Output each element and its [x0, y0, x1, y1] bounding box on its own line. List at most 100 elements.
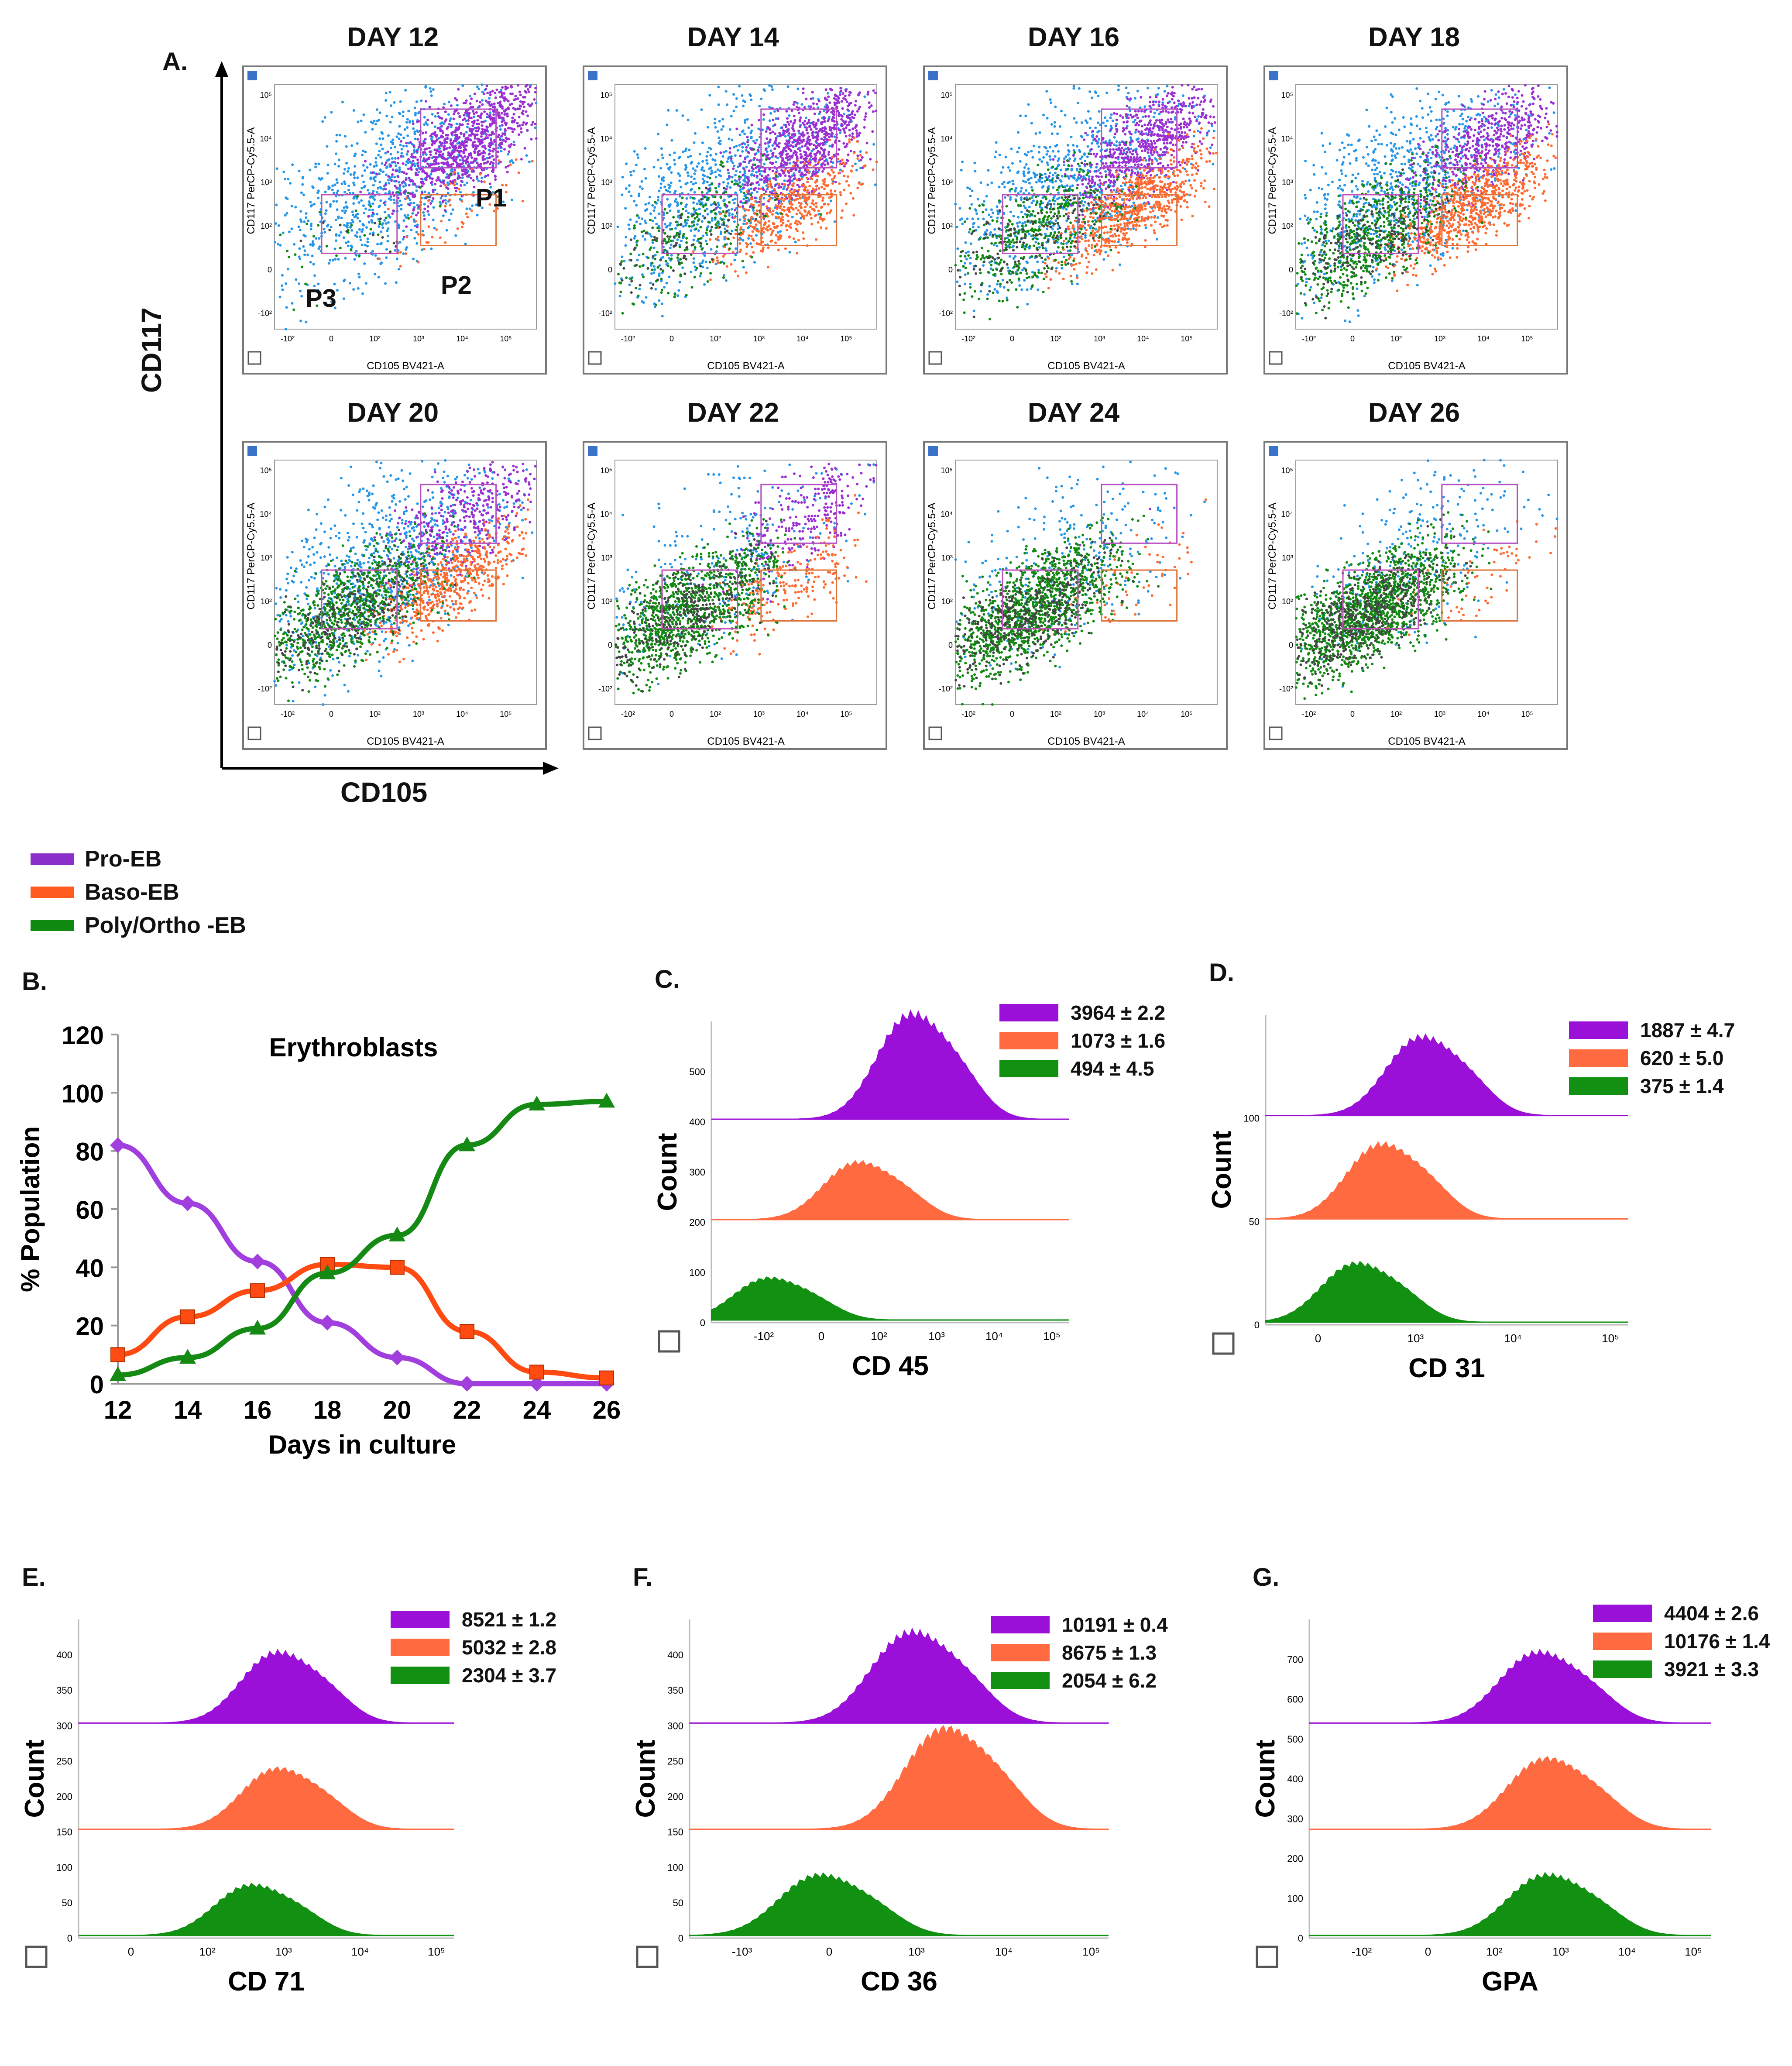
- event-dot: [848, 121, 851, 124]
- event-dot: [524, 90, 526, 93]
- event-dot: [839, 193, 842, 196]
- event-dot: [683, 272, 687, 275]
- event-dot: [405, 178, 408, 181]
- event-dot: [831, 135, 834, 138]
- event-dot: [357, 254, 360, 258]
- event-dot: [830, 209, 832, 212]
- event-dot: [803, 123, 806, 126]
- event-dot: [634, 235, 637, 238]
- event-dot: [775, 161, 777, 164]
- event-dot: [762, 88, 766, 91]
- event-dot: [755, 171, 758, 174]
- event-dot: [764, 148, 767, 151]
- event-dot: [738, 178, 741, 181]
- event-dot: [1054, 105, 1057, 108]
- event-dot: [850, 138, 853, 141]
- event-dot: [702, 182, 705, 185]
- event-dot: [827, 153, 830, 156]
- event-dot: [778, 142, 781, 145]
- event-dot: [666, 211, 669, 214]
- event-dot: [525, 121, 528, 124]
- event-dot: [1140, 125, 1143, 127]
- event-dot: [1155, 159, 1158, 162]
- event-dot: [426, 118, 429, 121]
- event-dot: [731, 161, 734, 164]
- event-dot: [987, 169, 990, 172]
- event-dot: [492, 132, 495, 135]
- event-dot: [693, 234, 696, 237]
- event-dot: [385, 256, 388, 259]
- event-dot: [449, 139, 452, 142]
- event-dot: [662, 245, 665, 248]
- event-dot: [652, 283, 655, 286]
- event-dot: [755, 209, 759, 212]
- event-dot: [511, 117, 514, 120]
- event-dot: [717, 141, 720, 144]
- event-dot: [833, 220, 836, 223]
- event-dot: [402, 162, 405, 165]
- event-dot: [761, 175, 764, 178]
- event-dot: [855, 100, 858, 103]
- event-dot: [800, 206, 803, 209]
- event-dot: [398, 125, 401, 128]
- event-dot: [499, 100, 502, 103]
- event-dot: [998, 153, 1001, 156]
- event-dot: [389, 195, 392, 198]
- event-dot: [279, 244, 282, 247]
- event-dot: [352, 213, 355, 217]
- event-dot: [427, 213, 430, 216]
- event-dot: [433, 140, 436, 143]
- event-dot: [1057, 159, 1060, 162]
- event-dot: [1109, 213, 1112, 216]
- event-dot: [366, 241, 369, 244]
- event-dot: [1034, 132, 1037, 135]
- event-dot: [1009, 169, 1011, 172]
- event-dot: [795, 105, 798, 108]
- event-dot: [483, 180, 486, 183]
- event-dot: [758, 183, 760, 186]
- event-dot: [358, 228, 361, 231]
- event-dot: [431, 236, 434, 239]
- event-dot: [1162, 131, 1165, 134]
- event-dot: [1067, 249, 1069, 252]
- event-dot: [297, 225, 300, 228]
- event-dot: [742, 202, 745, 205]
- event-dot: [657, 175, 660, 178]
- event-dot: [509, 163, 512, 166]
- event-dot: [398, 111, 401, 114]
- event-dot: [330, 111, 333, 114]
- event-dot: [795, 162, 798, 164]
- plot-y-tick: 10⁴: [600, 134, 612, 143]
- event-dot: [307, 219, 310, 222]
- event-dot: [489, 186, 492, 189]
- event-dot: [826, 132, 829, 135]
- event-dot: [395, 257, 398, 260]
- event-dot: [504, 129, 507, 132]
- event-dot: [742, 186, 745, 189]
- event-dot: [733, 209, 736, 212]
- event-dot: [1030, 186, 1033, 189]
- event-dot: [1031, 156, 1034, 159]
- event-dot: [766, 137, 769, 140]
- event-dot: [690, 213, 693, 216]
- event-dot: [749, 224, 752, 227]
- event-dot: [431, 163, 434, 166]
- event-dot: [798, 132, 801, 135]
- event-dot: [305, 320, 308, 323]
- event-dot: [421, 248, 424, 251]
- event-dot: [663, 286, 666, 289]
- event-dot: [465, 144, 468, 147]
- event-dot: [391, 173, 394, 176]
- event-dot: [654, 288, 657, 291]
- event-dot: [449, 173, 452, 176]
- event-dot: [790, 133, 793, 136]
- event-dot: [850, 169, 853, 172]
- event-dot: [1030, 196, 1033, 199]
- event-dot: [684, 168, 687, 171]
- event-dot: [794, 139, 797, 142]
- event-dot: [822, 196, 824, 199]
- event-dot: [774, 241, 777, 244]
- event-dot: [342, 236, 345, 239]
- event-dot: [641, 187, 644, 190]
- event-dot: [1049, 98, 1052, 101]
